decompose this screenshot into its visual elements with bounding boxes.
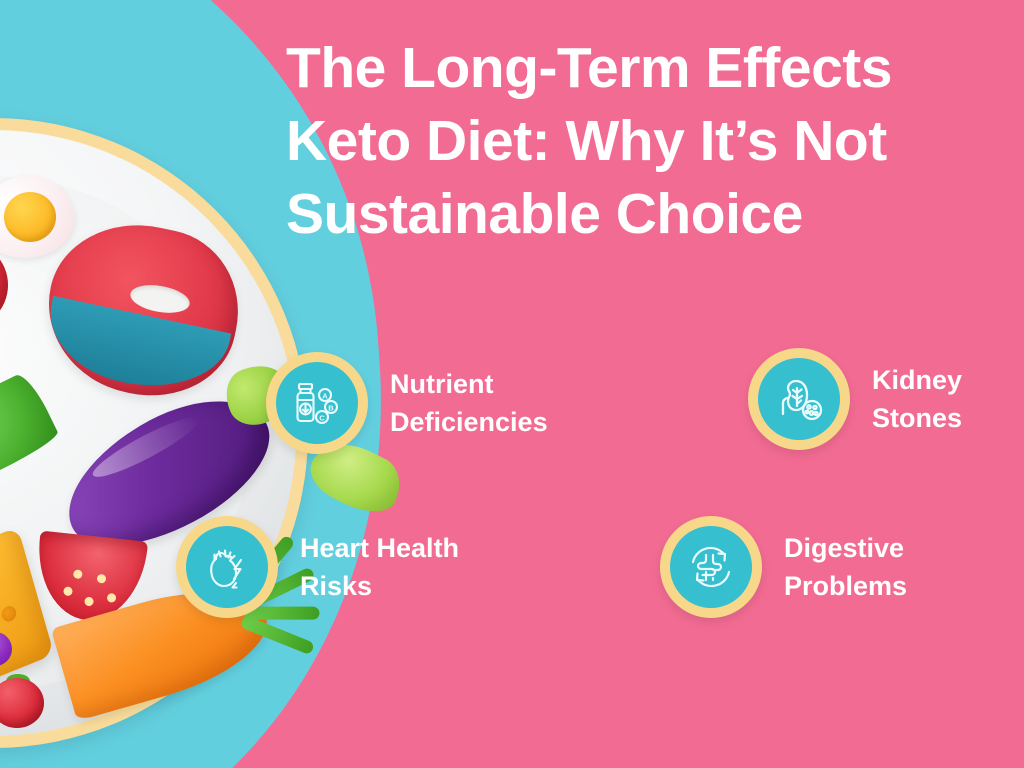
badge-inner-circle	[670, 526, 752, 608]
feature-label-line-1: Nutrient	[390, 369, 494, 399]
feature-label-line-1: Heart Health	[300, 533, 460, 563]
feature-item-kidney-stones: Kidney Stones	[748, 348, 962, 450]
kidney-stones-icon	[781, 379, 823, 421]
svg-text:A: A	[322, 391, 328, 400]
feature-label-line-2: Stones	[872, 403, 963, 433]
badge-heart-health-risks	[176, 516, 278, 618]
tomato-icon	[0, 240, 8, 330]
feature-label-line-1: Digestive	[784, 533, 905, 563]
title-line-2: Keto Diet: Why It’s Not	[286, 109, 887, 173]
svg-text:C: C	[319, 413, 325, 422]
blueberry-icon-2	[0, 632, 12, 666]
svg-text:B: B	[328, 403, 334, 412]
feature-label-line-2: Deficiencies	[390, 407, 548, 437]
badge-inner-circle	[758, 358, 840, 440]
feature-label-kidney-stones: Kidney Stones	[872, 361, 962, 437]
feature-item-digestive-problems: Digestive Problems	[660, 516, 907, 618]
feature-label-heart-health-risks: Heart Health Risks	[300, 529, 459, 605]
feature-label-line-2: Problems	[784, 571, 908, 601]
supplement-bottle-vitamins-icon: A B C	[296, 382, 339, 425]
badge-kidney-stones	[748, 348, 850, 450]
feature-label-line-1: Kidney	[872, 365, 963, 395]
plate-of-keto-food-illustration	[0, 118, 411, 748]
feature-label-nutrient-deficiencies: Nutrient Deficiencies	[390, 365, 548, 441]
fried-egg-yolk-icon	[4, 192, 56, 242]
title-line-3: Sustainable Choice	[286, 182, 803, 246]
intestine-refresh-icon	[691, 546, 731, 588]
feature-item-nutrient-deficiencies: A B C Nutrient Deficiencies	[266, 352, 548, 454]
feature-label-line-2: Risks	[300, 571, 373, 601]
heart-lightning-icon	[210, 549, 243, 589]
feature-label-digestive-problems: Digestive Problems	[784, 529, 907, 605]
title-line-1: The Long-Term Effects	[286, 36, 892, 100]
badge-nutrient-deficiencies: A B C	[266, 352, 368, 454]
feature-item-heart-health-risks: Heart Health Risks	[176, 516, 459, 618]
badge-digestive-problems	[660, 516, 762, 618]
badge-inner-circle	[186, 526, 268, 608]
page-title: The Long-Term Effects Keto Diet: Why It’…	[286, 32, 1024, 251]
cherry-tomato-icon	[0, 678, 44, 728]
badge-inner-circle: A B C	[276, 362, 358, 444]
